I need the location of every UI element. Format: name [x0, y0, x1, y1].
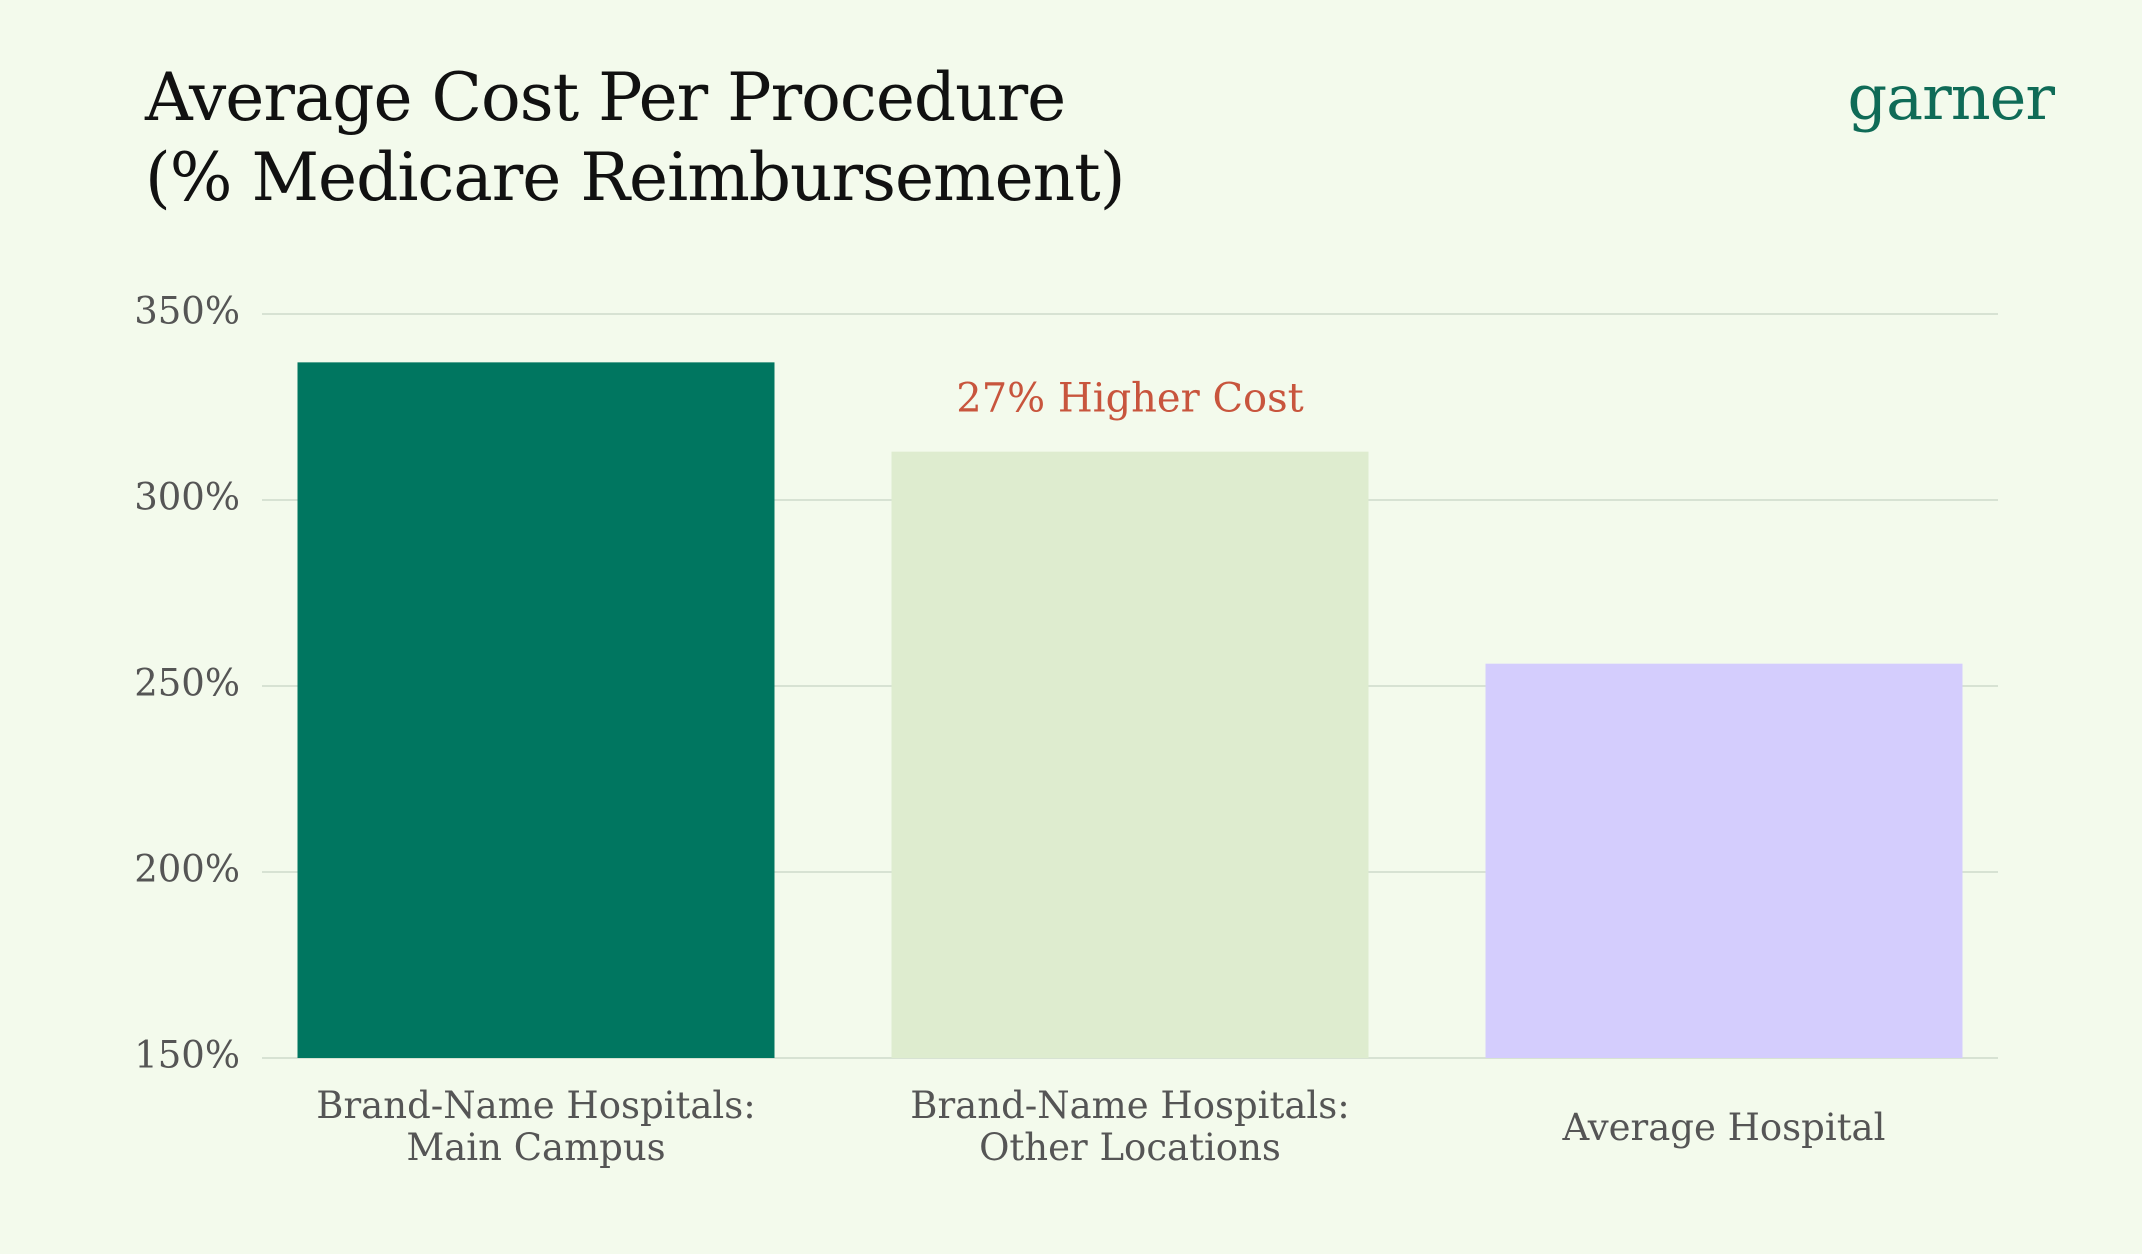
x-axis-labels: Brand-Name Hospitals:Main CampusBrand-Na… [316, 1084, 1885, 1169]
garner-logo: garner [1847, 61, 2055, 134]
y-tick-label: 150% [134, 1034, 240, 1077]
annotations: 27% Higher Cost [956, 376, 1303, 422]
x-tick-label: Main Campus [406, 1126, 665, 1169]
y-tick-label: 300% [134, 476, 240, 519]
x-tick-label: Brand-Name Hospitals: [316, 1084, 755, 1127]
y-axis-ticks: 150% 200% 250% 300% 350% [134, 290, 240, 1077]
x-tick-label: Average Hospital [1562, 1106, 1886, 1149]
bar [891, 451, 1369, 1058]
x-tick-label: Brand-Name Hospitals: [910, 1084, 1349, 1127]
y-tick-label: 250% [134, 662, 240, 705]
bar [1485, 663, 1963, 1058]
chart-title-line-2: (% Medicare Reimbursement) [145, 139, 1125, 216]
chart-title: Average Cost Per Procedure (% Medicare R… [145, 58, 1125, 218]
y-tick-label: 200% [134, 848, 240, 891]
bars [297, 362, 1963, 1058]
chart-title-line-1: Average Cost Per Procedure [145, 59, 1066, 136]
annotation-label: 27% Higher Cost [956, 376, 1303, 422]
y-tick-label: 350% [134, 290, 240, 333]
bar [297, 362, 775, 1058]
x-tick-label: Other Locations [979, 1126, 1281, 1169]
